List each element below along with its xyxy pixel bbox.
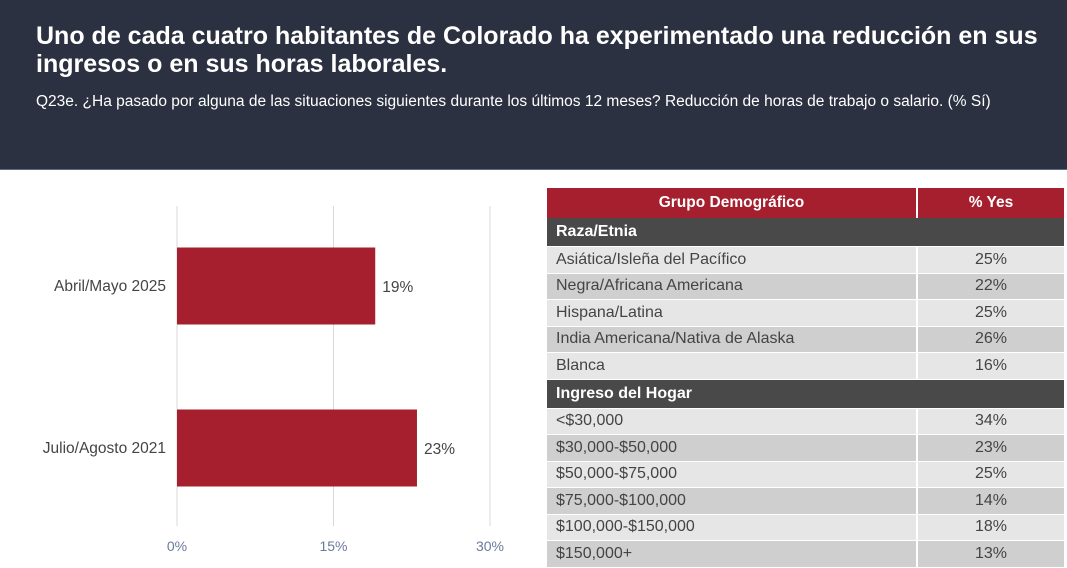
table-section-row: Ingreso del Hogar (547, 379, 1064, 409)
row-label: Blanca (547, 352, 918, 380)
row-value: 22% (917, 273, 1064, 300)
row-value: 25% (917, 246, 1064, 274)
x-tick-label: 30% (476, 538, 504, 554)
row-value: 25% (917, 461, 1064, 488)
table-row: Hispana/Latina 25% (547, 299, 1064, 327)
table-row: Blanca 16% (547, 352, 1064, 380)
x-tick-label: 15% (319, 538, 347, 554)
x-tick-label: 0% (167, 538, 187, 554)
chart-bars (177, 247, 417, 487)
row-value: 13% (917, 540, 1064, 568)
row-value: 14% (917, 487, 1064, 515)
table-row: Negra/Africana Americana 22% (547, 273, 1064, 300)
table-row: <$30,000 34% (547, 408, 1064, 435)
chart-labels: 0% 15% 30% Abril/Mayo 2025 19% Julio/Agosto 2… (43, 278, 504, 554)
row-label: Asiática/Isleña del Pacífico (547, 246, 918, 274)
bar (177, 409, 417, 487)
row-value: 16% (917, 352, 1064, 380)
row-value: 26% (917, 326, 1064, 353)
row-label: $75,000-$100,000 (547, 487, 918, 515)
row-value: 34% (917, 408, 1064, 435)
row-label: $150,000+ (547, 540, 918, 568)
data-label: 19% (382, 279, 413, 296)
question-subtitle: Q23e. ¿Ha pasado por alguna de las situa… (36, 93, 991, 110)
data-label: 23% (424, 441, 455, 458)
column-header-yes: % Yes (917, 188, 1064, 218)
table-row: $75,000-$100,000 14% (547, 487, 1064, 515)
bar-chart: 0% 15% 30% Abril/Mayo 2025 19% Julio/Agosto 2… (43, 206, 504, 554)
bar (177, 247, 376, 325)
row-label: $100,000-$150,000 (547, 514, 918, 541)
table-row: $30,000-$50,000 23% (547, 434, 1064, 462)
row-label: $50,000-$75,000 (547, 461, 918, 488)
demographic-table: Grupo Demográfico % Yes Raza/Etnia Asiáti… (547, 188, 1064, 568)
row-label: $30,000-$50,000 (547, 434, 918, 462)
row-value: 25% (917, 299, 1064, 327)
demographic-table-container: Grupo Demográfico % Yes Raza/Etnia Asiáti… (547, 188, 1064, 568)
row-label: <$30,000 (547, 408, 918, 435)
page-title: Uno de cada cuatro habitantes de Colorad… (36, 22, 1038, 78)
row-label: India Americana/Nativa de Alaska (547, 326, 918, 353)
table-row: $150,000+ 13% (547, 540, 1064, 568)
table-row: $50,000-$75,000 25% (547, 461, 1064, 488)
column-header-group: Grupo Demográfico (547, 188, 918, 218)
row-label: Negra/Africana Americana (547, 273, 918, 300)
table-row: Asiática/Isleña del Pacífico 25% (547, 246, 1064, 274)
table-header-row: Grupo Demográfico % Yes (547, 188, 1064, 218)
category-label: Julio/Agosto 2021 (43, 440, 166, 457)
category-label: Abril/Mayo 2025 (54, 278, 166, 295)
table-body: Raza/Etnia Asiática/Isleña del Pacífico 25… (547, 218, 1064, 568)
row-value: 18% (917, 514, 1064, 541)
table-row: India Americana/Nativa de Alaska 26% (547, 326, 1064, 353)
row-value: 23% (917, 434, 1064, 462)
table-row: $100,000-$150,000 18% (547, 514, 1064, 541)
section-title: Raza/Etnia (547, 218, 1064, 247)
row-label: Hispana/Latina (547, 299, 918, 327)
section-title: Ingreso del Hogar (547, 379, 1064, 409)
header-banner: Uno de cada cuatro habitantes de Colorad… (0, 0, 1067, 170)
table-section-row: Raza/Etnia (547, 218, 1064, 247)
